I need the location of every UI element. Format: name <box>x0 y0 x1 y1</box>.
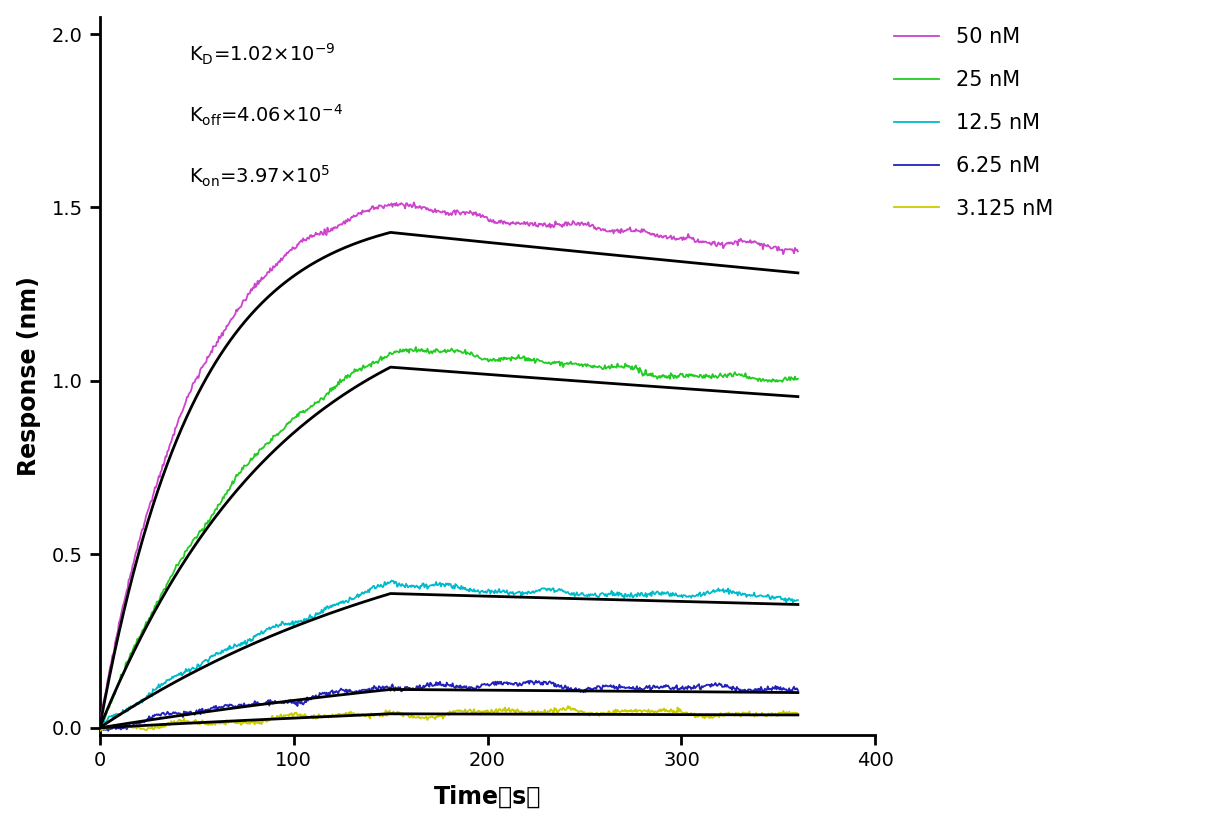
12.5 nM <box>245 635 260 645</box>
3.125 nM <box>504 705 519 714</box>
6.25 nM <box>246 699 261 709</box>
6.25 nM <box>436 681 451 691</box>
12.5 nM <box>384 576 399 586</box>
25 nM <box>92 723 107 733</box>
3.125 nM <box>728 708 743 718</box>
Legend: 50 nM, 25 nM, 12.5 nM, 6.25 nM, 3.125 nM: 50 nM, 25 nM, 12.5 nM, 6.25 nM, 3.125 nM <box>893 27 1053 219</box>
25 nM <box>276 424 291 434</box>
Text: K$_{\rm on}$=3.97×10$^{5}$: K$_{\rm on}$=3.97×10$^{5}$ <box>188 164 330 189</box>
25 nM <box>437 345 452 355</box>
25 nM <box>574 359 589 369</box>
25 nM <box>728 370 743 380</box>
12.5 nM <box>791 595 806 605</box>
Text: K$_{\rm off}$=4.06×10$^{-4}$: K$_{\rm off}$=4.06×10$^{-4}$ <box>188 103 342 128</box>
6.25 nM <box>529 676 543 686</box>
50 nM <box>245 283 260 293</box>
12.5 nM <box>727 588 742 598</box>
6.25 nM <box>101 726 116 736</box>
6.25 nM <box>504 679 519 689</box>
Text: K$_{\rm D}$=1.02×10$^{-9}$: K$_{\rm D}$=1.02×10$^{-9}$ <box>188 42 335 67</box>
12.5 nM <box>573 589 588 599</box>
3.125 nM <box>574 706 589 716</box>
6.25 nM <box>574 686 589 695</box>
25 nM <box>505 353 520 363</box>
Y-axis label: Response (nm): Response (nm) <box>17 276 41 476</box>
3.125 nM <box>276 710 291 720</box>
12.5 nM <box>276 617 291 627</box>
50 nM <box>92 723 107 733</box>
3.125 nM <box>246 716 261 726</box>
50 nM <box>504 219 519 229</box>
50 nM <box>573 219 588 229</box>
50 nM <box>436 207 451 217</box>
3.125 nM <box>436 710 451 720</box>
3.125 nM <box>94 726 108 736</box>
6.25 nM <box>791 686 806 695</box>
50 nM <box>407 197 421 207</box>
6.25 nM <box>276 699 291 709</box>
Line: 25 nM: 25 nM <box>100 347 798 731</box>
Line: 50 nM: 50 nM <box>100 202 798 728</box>
50 nM <box>276 253 291 263</box>
X-axis label: Time（s）: Time（s） <box>434 785 541 808</box>
3.125 nM <box>92 723 107 733</box>
6.25 nM <box>92 723 107 733</box>
12.5 nM <box>92 723 107 733</box>
Line: 12.5 nM: 12.5 nM <box>100 581 798 728</box>
25 nM <box>246 452 261 462</box>
25 nM <box>94 726 108 736</box>
50 nM <box>791 247 806 257</box>
6.25 nM <box>728 686 743 696</box>
25 nM <box>408 342 423 352</box>
Line: 6.25 nM: 6.25 nM <box>100 681 798 731</box>
12.5 nM <box>504 588 519 598</box>
50 nM <box>727 236 742 246</box>
25 nM <box>791 374 806 384</box>
3.125 nM <box>791 710 806 719</box>
Line: 3.125 nM: 3.125 nM <box>100 706 798 731</box>
12.5 nM <box>436 580 451 590</box>
3.125 nM <box>561 701 575 711</box>
